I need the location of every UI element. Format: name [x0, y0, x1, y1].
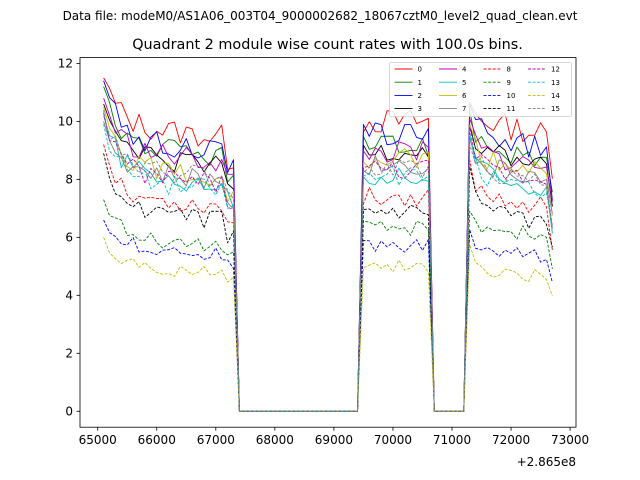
x-tick-label: 73000 — [551, 433, 589, 447]
x-tick-label: 67000 — [197, 433, 235, 447]
series-line-2 — [103, 80, 553, 412]
plot-area-frame — [79, 57, 577, 428]
legend-label-5: 5 — [462, 79, 466, 87]
y-tick-label: 10 — [58, 115, 73, 129]
legend-label-14: 14 — [551, 92, 560, 100]
legend-label-9: 9 — [507, 79, 511, 87]
y-tick-label: 6 — [65, 231, 73, 245]
legend-label-15: 15 — [551, 105, 560, 113]
suptitle: Data file: modeM0/AS1A06_003T04_90000026… — [63, 9, 578, 23]
legend-frame — [389, 62, 572, 117]
series-line-10 — [103, 219, 553, 412]
legend-label-0: 0 — [418, 66, 422, 74]
series-line-3 — [103, 103, 553, 412]
legend-label-10: 10 — [507, 92, 516, 100]
plot-area-background — [80, 57, 576, 428]
series-line-8 — [103, 144, 553, 412]
axis-ticks: 65000 66000 67000 68000 69000 70000 71000 72000… — [58, 57, 589, 448]
series-line-13 — [103, 124, 553, 412]
legend-label-2: 2 — [418, 92, 422, 100]
x-tick-label: 69000 — [315, 433, 353, 447]
legend-label-7: 7 — [462, 105, 466, 113]
legend-label-8: 8 — [507, 66, 511, 74]
x-tick-label: 66000 — [138, 433, 176, 447]
series-line-12 — [103, 112, 553, 412]
series-line-11 — [103, 153, 553, 412]
legend-label-12: 12 — [551, 66, 560, 74]
y-tick-label: 8 — [65, 173, 73, 187]
x-tick-label: 65000 — [79, 433, 117, 447]
series-line-5 — [103, 115, 553, 412]
y-tick-label: 4 — [65, 289, 73, 303]
series-line-9 — [103, 199, 553, 412]
x-tick-label: 68000 — [256, 433, 294, 447]
x-tick-label: 72000 — [492, 433, 530, 447]
x-offset-text: +2.865e8 — [517, 455, 576, 469]
series-line-15 — [103, 109, 553, 412]
series-line-14 — [103, 237, 553, 412]
legend-label-3: 3 — [418, 105, 422, 113]
x-tick-label: 70000 — [374, 433, 412, 447]
legend-label-1: 1 — [418, 79, 422, 87]
y-tick-label: 2 — [65, 347, 73, 361]
legend-label-11: 11 — [507, 105, 516, 113]
legend-label-6: 6 — [462, 92, 467, 100]
chart-title: Quadrant 2 module wise count rates with … — [132, 37, 523, 53]
y-tick-label: 0 — [65, 405, 73, 419]
x-tick-label: 71000 — [433, 433, 471, 447]
legend-label-4: 4 — [462, 66, 467, 74]
series-line-7 — [103, 121, 553, 412]
data-series — [103, 77, 553, 412]
legend-label-13: 13 — [551, 79, 560, 87]
series-line-4 — [103, 98, 553, 412]
y-tick-label: 12 — [58, 57, 73, 71]
